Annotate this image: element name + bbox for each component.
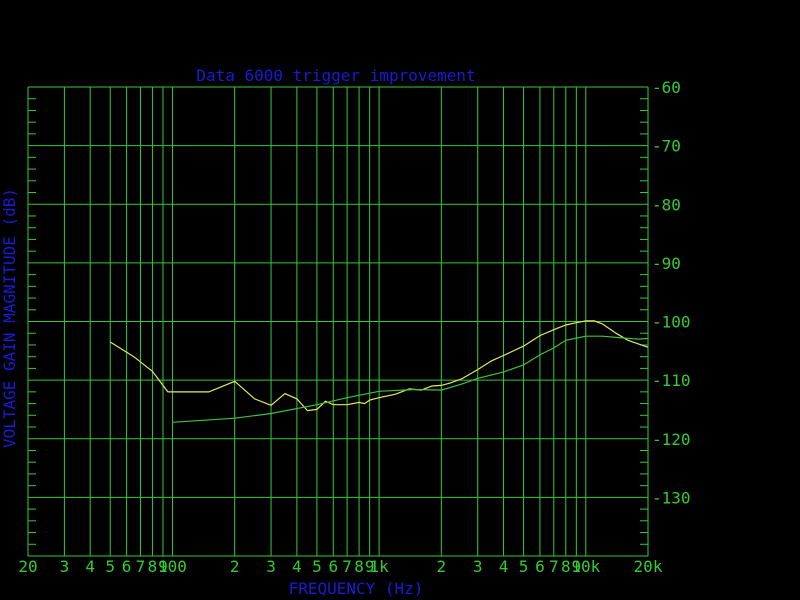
y-tick-label: -70: [652, 137, 681, 156]
x-tick-label: 100: [158, 557, 187, 576]
x-tick-label: 1k: [369, 557, 389, 576]
x-tick-label: 4: [499, 557, 509, 576]
x-tick-label: 5: [519, 557, 529, 576]
x-tick-label: 9: [572, 557, 582, 576]
y-tick-label: -130: [652, 488, 691, 507]
grid: [27, 86, 649, 557]
x-tick-label: 7: [549, 557, 559, 576]
series-line-measured: [109, 320, 649, 412]
x-tick-label: 6: [328, 557, 338, 576]
x-tick-label: 8: [148, 557, 158, 576]
x-tick-label: 3: [473, 557, 483, 576]
x-tick-label: 7: [342, 557, 352, 576]
x-tick-label: 8: [354, 557, 364, 576]
series-line-reference: [172, 335, 649, 423]
x-axis-label: FREQUENCY (Hz): [289, 579, 424, 598]
x-tick-label: 9: [158, 557, 168, 576]
x-tick-label: 4: [292, 557, 302, 576]
x-tick-label: 7: [136, 557, 146, 576]
x-tick-label: 9: [365, 557, 375, 576]
y-tick-labels: -60 -70 -80 -90 -100 -110 -120 -130: [652, 78, 691, 507]
y-tick-label: -60: [652, 78, 681, 97]
x-tick-label: 4: [85, 557, 95, 576]
y-tick-label: -110: [652, 371, 691, 390]
y-tick-label: -100: [652, 313, 691, 332]
y-tick-label: -80: [652, 195, 681, 214]
chart-title: Data 6000 trigger improvement: [196, 66, 475, 85]
y-tick-label: -120: [652, 430, 691, 449]
minor-ticks: [28, 98, 648, 545]
x-tick-label: 2: [230, 557, 240, 576]
series-layer: [109, 320, 649, 423]
x-tick-label: 8: [561, 557, 571, 576]
y-axis-label: VOLTAGE GAIN MAGNITUDE (dB): [0, 188, 19, 448]
x-tick-label: 3: [60, 557, 70, 576]
x-tick-label: 10k: [571, 557, 600, 576]
x-tick-label: 20k: [634, 557, 663, 576]
x-tick-label: 5: [312, 557, 322, 576]
x-tick-label: 2: [437, 557, 447, 576]
x-tick-label: 5: [105, 557, 115, 576]
x-tick-label: 20: [18, 557, 37, 576]
y-tick-label: -90: [652, 254, 681, 273]
x-tick-label: 6: [122, 557, 132, 576]
x-tick-label: 6: [535, 557, 545, 576]
x-tick-label: 3: [266, 557, 276, 576]
